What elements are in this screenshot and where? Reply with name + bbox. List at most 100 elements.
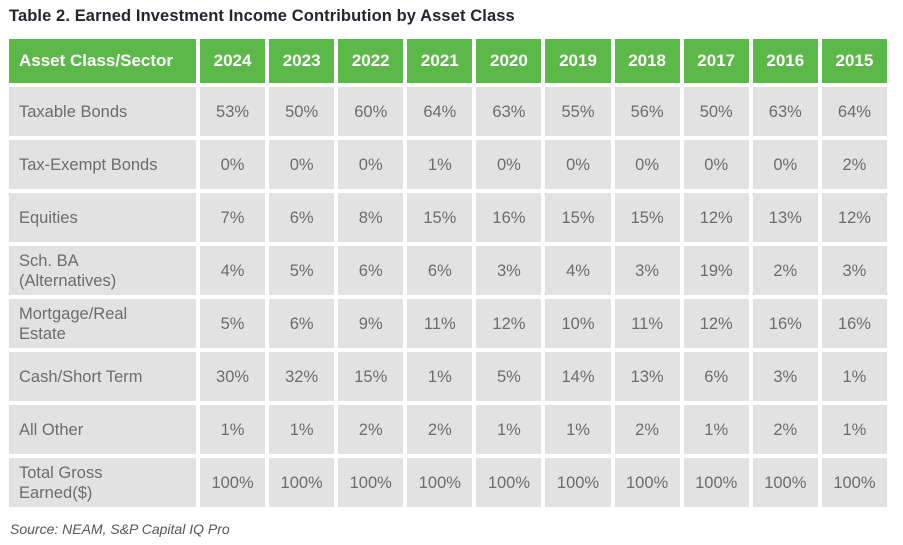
data-cell: 1% [407, 140, 473, 189]
table-row: Tax-Exempt Bonds 0% 0% 0% 1% 0% 0% 0% 0% 0% 2% [9, 140, 887, 189]
data-cell: 2% [338, 405, 404, 454]
data-cell: 1% [407, 352, 473, 401]
data-cell: 100% [338, 458, 404, 507]
data-cell: 0% [476, 140, 542, 189]
data-cell: 15% [407, 193, 473, 242]
data-cell: 19% [683, 246, 749, 295]
row-label: Sch. BA (Alternatives) [9, 246, 196, 295]
data-cell: 11% [614, 299, 680, 348]
table-title: Table 2. Earned Investment Income Contri… [9, 7, 515, 25]
column-header-year-2023: 2023 [269, 39, 335, 83]
data-cell: 100% [614, 458, 680, 507]
data-cell: 2% [407, 405, 473, 454]
data-cell: 3% [476, 246, 542, 295]
column-header-year-2020: 2020 [476, 39, 542, 83]
data-cell: 6% [269, 299, 335, 348]
data-cell: 14% [545, 352, 611, 401]
data-cell: 1% [821, 405, 887, 454]
column-header-year-2016: 2016 [752, 39, 818, 83]
data-cell: 1% [476, 405, 542, 454]
data-cell: 0% [683, 140, 749, 189]
data-cell: 30% [200, 352, 266, 401]
column-header-year-2018: 2018 [614, 39, 680, 83]
data-cell: 2% [821, 140, 887, 189]
data-cell: 11% [407, 299, 473, 348]
earned-income-table: Asset Class/Sector 2024 2023 2022 2021 2020 20… [5, 35, 891, 511]
data-cell: 100% [476, 458, 542, 507]
data-cell: 55% [545, 87, 611, 136]
data-cell: 0% [545, 140, 611, 189]
data-cell: 1% [269, 405, 335, 454]
data-cell: 100% [683, 458, 749, 507]
data-cell: 16% [476, 193, 542, 242]
data-cell: 0% [614, 140, 680, 189]
data-cell: 9% [338, 299, 404, 348]
column-header-asset-class: Asset Class/Sector [9, 39, 196, 83]
data-cell: 10% [545, 299, 611, 348]
source-line: Source: NEAM, S&P Capital IQ Pro [10, 521, 230, 537]
row-label: All Other [9, 405, 196, 454]
data-cell: 16% [752, 299, 818, 348]
data-cell: 12% [683, 193, 749, 242]
data-cell: 63% [752, 87, 818, 136]
data-cell: 6% [269, 193, 335, 242]
data-cell: 15% [614, 193, 680, 242]
table-row: Taxable Bonds 53% 50% 60% 64% 63% 55% 56% 50% 63%… [9, 87, 887, 136]
data-cell: 2% [752, 246, 818, 295]
data-cell: 5% [269, 246, 335, 295]
data-cell: 3% [614, 246, 680, 295]
data-cell: 12% [683, 299, 749, 348]
data-cell: 1% [821, 352, 887, 401]
data-cell: 100% [821, 458, 887, 507]
row-label: Mortgage/Real Estate [9, 299, 196, 348]
data-cell: 50% [269, 87, 335, 136]
data-cell: 0% [200, 140, 266, 189]
data-cell: 100% [752, 458, 818, 507]
data-cell: 5% [200, 299, 266, 348]
data-cell: 1% [200, 405, 266, 454]
row-label: Tax-Exempt Bonds [9, 140, 196, 189]
column-header-year-2017: 2017 [683, 39, 749, 83]
data-cell: 13% [752, 193, 818, 242]
row-label: Cash/Short Term [9, 352, 196, 401]
data-cell: 64% [407, 87, 473, 136]
data-cell: 6% [407, 246, 473, 295]
data-cell: 63% [476, 87, 542, 136]
row-label: Taxable Bonds [9, 87, 196, 136]
data-cell: 0% [338, 140, 404, 189]
table-row: Sch. BA (Alternatives) 4% 5% 6% 6% 3% 4% 3% 19% 2… [9, 246, 887, 295]
column-header-year-2022: 2022 [338, 39, 404, 83]
table-row: Equities 7% 6% 8% 15% 16% 15% 15% 12% 13% 12% [9, 193, 887, 242]
data-cell: 13% [614, 352, 680, 401]
table-row: All Other 1% 1% 2% 2% 1% 1% 2% 1% 2% 1% [9, 405, 887, 454]
row-label: Equities [9, 193, 196, 242]
column-header-year-2019: 2019 [545, 39, 611, 83]
data-cell: 8% [338, 193, 404, 242]
data-cell: 7% [200, 193, 266, 242]
data-cell: 2% [614, 405, 680, 454]
data-cell: 3% [821, 246, 887, 295]
data-cell: 15% [545, 193, 611, 242]
data-cell: 15% [338, 352, 404, 401]
table-row: Total Gross Earned($) 100% 100% 100% 100% 100… [9, 458, 887, 507]
data-cell: 64% [821, 87, 887, 136]
data-cell: 5% [476, 352, 542, 401]
data-cell: 100% [407, 458, 473, 507]
column-header-year-2021: 2021 [407, 39, 473, 83]
table-row: Mortgage/Real Estate 5% 6% 9% 11% 12% 10% 11% 12… [9, 299, 887, 348]
data-cell: 100% [200, 458, 266, 507]
data-cell: 12% [821, 193, 887, 242]
data-cell: 2% [752, 405, 818, 454]
data-cell: 32% [269, 352, 335, 401]
data-cell: 50% [683, 87, 749, 136]
data-cell: 0% [752, 140, 818, 189]
table-row: Cash/Short Term 30% 32% 15% 1% 5% 14% 13% 6% 3% 1% [9, 352, 887, 401]
data-cell: 0% [269, 140, 335, 189]
data-cell: 3% [752, 352, 818, 401]
data-cell: 6% [338, 246, 404, 295]
data-cell: 16% [821, 299, 887, 348]
data-cell: 4% [200, 246, 266, 295]
data-cell: 1% [683, 405, 749, 454]
data-cell: 56% [614, 87, 680, 136]
row-label: Total Gross Earned($) [9, 458, 196, 507]
